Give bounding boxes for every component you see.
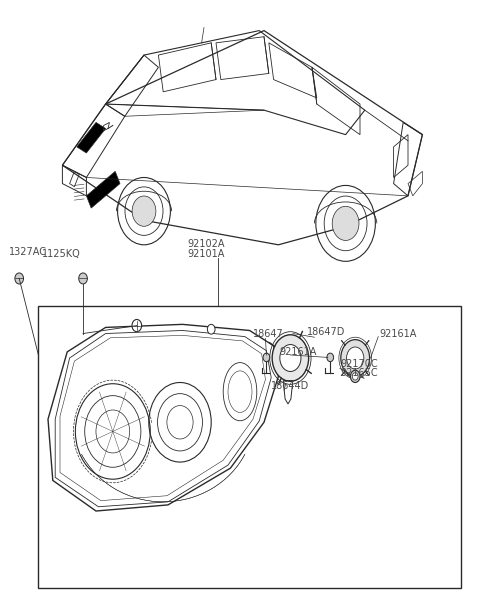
Bar: [38, 306, 461, 588]
Circle shape: [352, 373, 358, 380]
Text: 92161A: 92161A: [379, 329, 417, 338]
Circle shape: [207, 324, 215, 334]
Circle shape: [332, 206, 359, 241]
Text: 18644D: 18644D: [271, 381, 310, 390]
Text: 18647D: 18647D: [307, 327, 346, 337]
Text: 92101A: 92101A: [187, 249, 225, 259]
Polygon shape: [77, 122, 106, 153]
Circle shape: [350, 370, 360, 382]
Circle shape: [272, 335, 309, 381]
Circle shape: [341, 340, 370, 376]
Circle shape: [79, 273, 87, 284]
Text: 92165C: 92165C: [341, 368, 378, 378]
Circle shape: [280, 345, 301, 371]
Polygon shape: [86, 171, 120, 208]
Text: 92170C: 92170C: [341, 359, 378, 369]
Circle shape: [347, 347, 364, 369]
Text: 18647: 18647: [253, 329, 284, 338]
Circle shape: [132, 319, 142, 332]
Circle shape: [263, 353, 270, 362]
Text: 92161A: 92161A: [279, 347, 316, 357]
Text: 1327AC: 1327AC: [9, 247, 47, 257]
Circle shape: [132, 196, 156, 226]
Text: 92102A: 92102A: [187, 239, 225, 248]
Text: 1125KQ: 1125KQ: [42, 249, 81, 259]
Circle shape: [15, 273, 24, 284]
Circle shape: [327, 353, 334, 362]
